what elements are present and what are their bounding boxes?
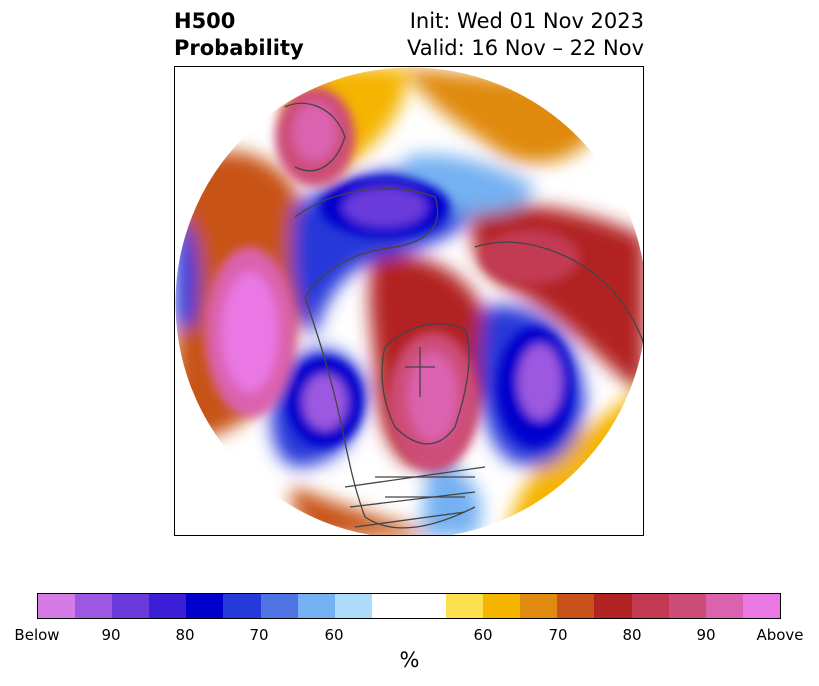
cb-above-2 — [483, 594, 521, 618]
tick-above: Above — [756, 626, 804, 644]
map-title: H500 Probability — [174, 8, 304, 62]
cb-below-1 — [38, 594, 76, 618]
cb-below-5 — [186, 594, 224, 618]
cb-above-8 — [705, 594, 743, 618]
cb-above-3 — [520, 594, 558, 618]
probability-colorbar — [37, 593, 781, 619]
tick-below-60: 60 — [324, 626, 344, 644]
anomaly-field — [175, 67, 643, 535]
colorbar-ticks: Below 90 80 70 60 60 70 80 90 Above — [0, 626, 819, 646]
cb-below-3 — [112, 594, 150, 618]
cb-below-6 — [223, 594, 261, 618]
tick-above-80: 80 — [622, 626, 642, 644]
init-date: Init: Wed 01 Nov 2023 — [409, 9, 644, 33]
tick-below: Below — [14, 626, 60, 644]
tick-above-60: 60 — [473, 626, 493, 644]
tick-below-90: 90 — [101, 626, 121, 644]
probability-map — [175, 67, 643, 535]
cb-above-4 — [557, 594, 595, 618]
cb-below-2 — [75, 594, 113, 618]
coastlines — [284, 102, 643, 529]
cb-above-7 — [668, 594, 706, 618]
cb-above-1 — [446, 594, 484, 618]
tick-above-90: 90 — [696, 626, 716, 644]
colorbar-unit-label: % — [399, 648, 420, 672]
cb-below-4 — [149, 594, 187, 618]
cb-above-9 — [742, 594, 780, 618]
cb-below-8 — [297, 594, 335, 618]
tick-above-70: 70 — [548, 626, 568, 644]
valid-date-range: Valid: 16 Nov – 22 Nov — [407, 36, 644, 60]
tick-below-80: 80 — [175, 626, 195, 644]
title-line-variable: H500 — [174, 9, 236, 33]
tick-below-70: 70 — [249, 626, 269, 644]
cb-above-6 — [631, 594, 669, 618]
cb-neutral — [371, 594, 447, 618]
map-frame — [174, 66, 644, 536]
cb-below-9 — [334, 594, 372, 618]
cb-above-5 — [594, 594, 632, 618]
cb-below-7 — [260, 594, 298, 618]
title-line-probability: Probability — [174, 36, 304, 60]
date-info: Init: Wed 01 Nov 2023 Valid: 16 Nov – 22… — [407, 8, 644, 62]
